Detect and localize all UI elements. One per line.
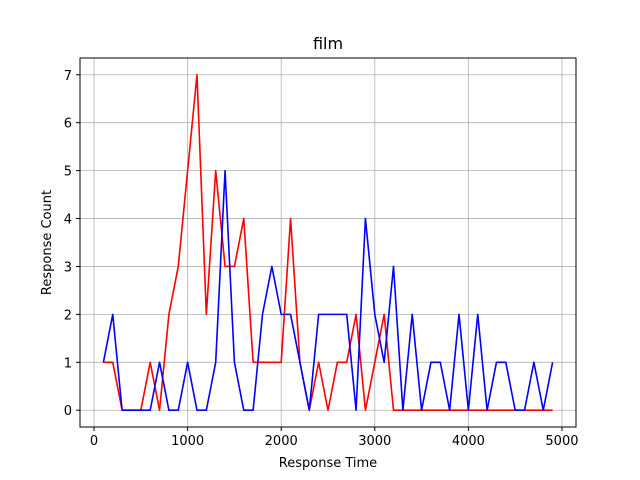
x-axis: 0 1000 2000 3000 4000 5000 <box>90 427 579 449</box>
y-axis: 0 1 2 3 4 5 6 7 <box>64 69 80 419</box>
x-tick-label: 0 <box>90 434 98 449</box>
x-tick-label: 3000 <box>358 434 391 449</box>
series-group <box>102 73 554 412</box>
y-tick-label: 3 <box>64 260 72 275</box>
y-tick-label: 4 <box>64 213 72 228</box>
y-tick-label: 6 <box>64 117 72 132</box>
y-tick-label: 5 <box>64 165 72 180</box>
y-tick-label: 1 <box>64 356 72 371</box>
x-tick-label: 5000 <box>545 434 578 449</box>
x-tick-label: 4000 <box>452 434 485 449</box>
x-tick-label: 2000 <box>265 434 298 449</box>
y-tick-label: 7 <box>64 69 72 84</box>
grid <box>80 58 576 427</box>
y-axis-label: Response Count <box>40 190 55 295</box>
y-tick-label: 2 <box>64 308 72 323</box>
plot-frame <box>79 57 577 428</box>
chart-title: film <box>313 34 343 53</box>
x-tick-label: 1000 <box>171 434 204 449</box>
series-line-2 <box>102 169 554 412</box>
series-line-1 <box>103 73 553 412</box>
y-tick-label: 0 <box>64 404 72 419</box>
x-axis-label: Response Time <box>279 456 377 471</box>
